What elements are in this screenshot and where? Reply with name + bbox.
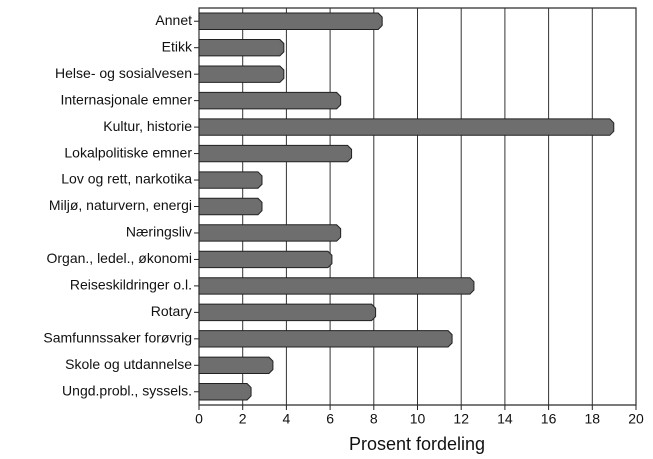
y-tick-label: Skole og utdannelse [65,356,192,372]
bar [198,303,377,322]
bar [198,91,342,110]
y-tick-label: Næringsliv [126,224,192,240]
x-tick-label: 10 [410,411,426,427]
bar [198,250,333,269]
bar [198,277,475,295]
x-tick-label: 4 [283,411,291,427]
x-tick-label: 18 [585,411,601,427]
x-tick-label: 20 [628,411,644,427]
bar [198,224,342,242]
y-tick-label: Annet [155,12,192,28]
y-tick-label: Lov og rett, narkotika [61,171,192,187]
bar [198,38,285,57]
y-tick-label: Rotary [151,303,192,319]
bar [198,356,274,375]
y-tick-label: Reiseskildringer o.l. [70,277,192,293]
bar [198,144,353,163]
x-tick-label: 0 [195,411,203,427]
bar [198,197,263,216]
bar [198,118,615,136]
x-tick-label: 8 [370,411,378,427]
bar [198,330,453,348]
y-tick-label: Lokalpolitiske emner [64,144,192,160]
x-tick-label: 2 [239,411,247,427]
y-tick-label: Miljø, naturvern, energi [49,197,192,213]
y-tick-label: Etikk [162,38,193,54]
bar [198,12,383,30]
y-tick-label: Ungd.probl., syssels. [62,382,192,398]
y-tick-label: Helse- og sosialvesen [55,65,192,81]
x-tick-label: 14 [497,411,513,427]
y-tick-label: Kultur, historie [103,118,192,134]
x-tick-label: 6 [326,411,334,427]
x-tick-label: 12 [453,411,469,427]
y-tick-label: Samfunnssaker forøvrig [43,330,192,346]
bar [198,65,285,83]
bar [198,383,252,401]
x-axis-label: Prosent fordeling [349,434,485,454]
y-tick-label: Internasjonale emner [60,91,192,107]
x-tick-label: 16 [541,411,557,427]
bar [198,171,263,189]
y-tick-label: Organ., ledel., økonomi [46,250,192,266]
